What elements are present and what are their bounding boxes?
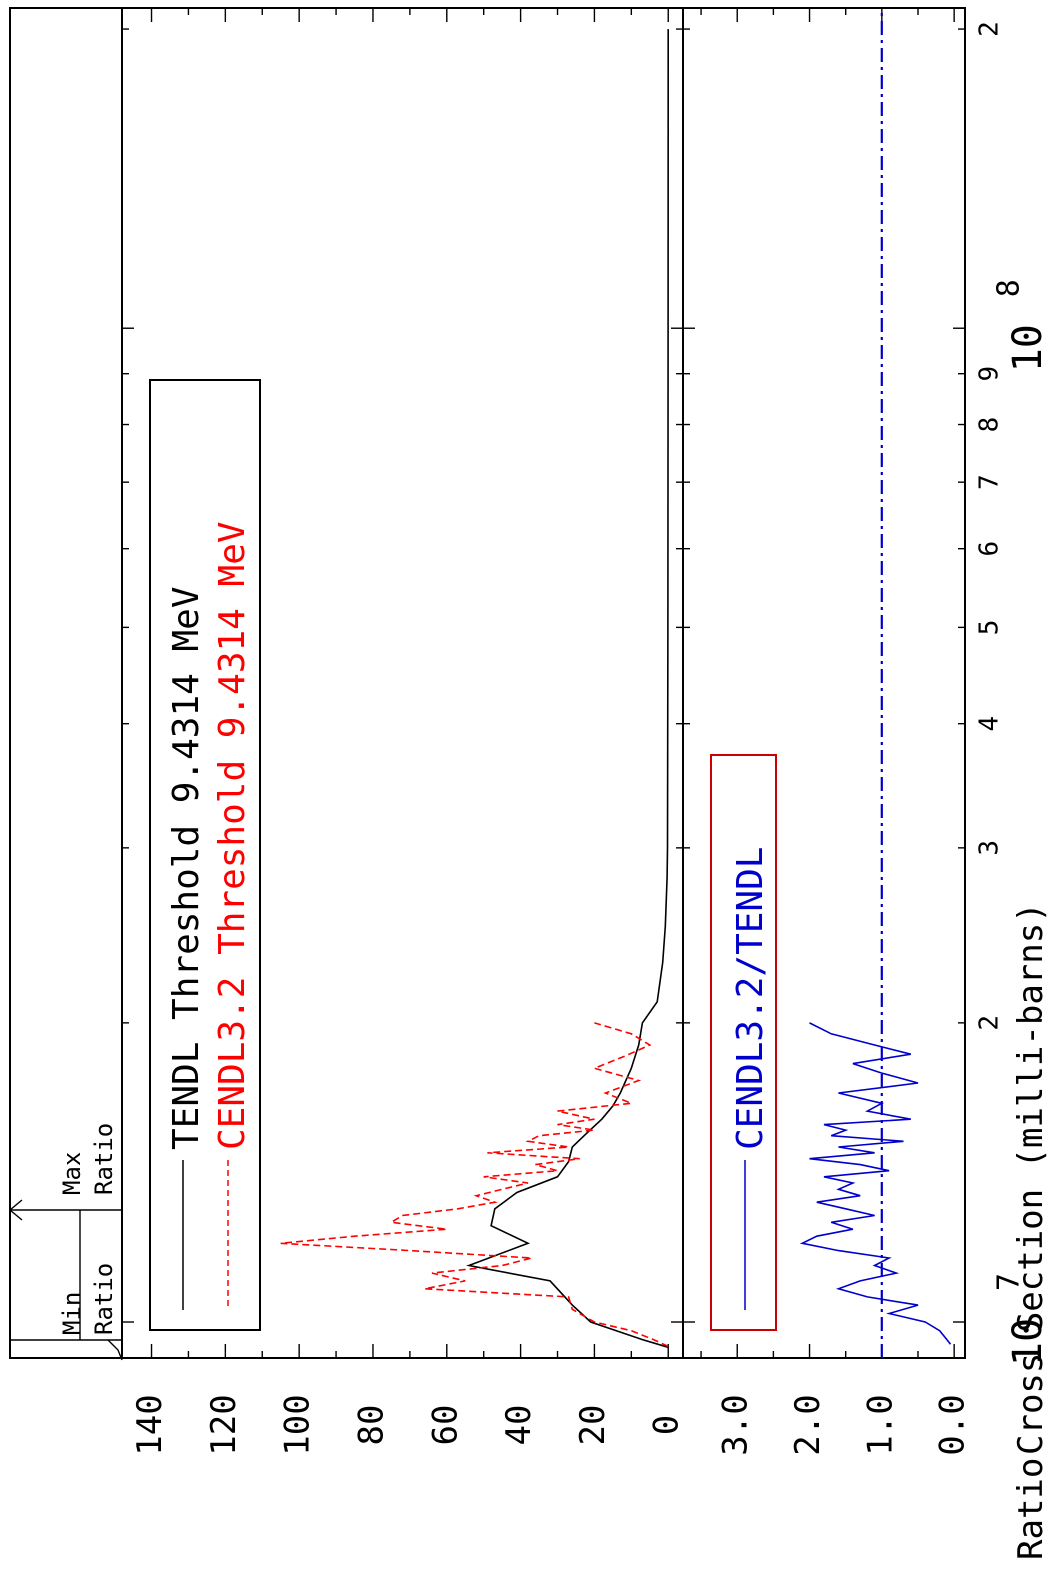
x-tick-label: 3 [975, 840, 1005, 856]
y-tick-label: 0 [647, 1415, 687, 1435]
ratio-axis-title: Ratio [1011, 1458, 1048, 1560]
max-ratio-text: Ratio [90, 1123, 118, 1195]
legend-label-tendl: TENDL Threshold 9.4314 MeV [166, 586, 207, 1150]
min-label: Min [58, 1292, 86, 1335]
x-tick-label: 10 [1005, 324, 1048, 372]
y-tick-label: 2.0 [788, 1394, 828, 1455]
plot-frame [121, 7, 966, 1359]
y-tick-label: 80 [351, 1405, 391, 1446]
y-tick-label: 120 [204, 1394, 244, 1455]
series [280, 8, 952, 1358]
y-tick-label: 100 [278, 1394, 318, 1455]
legend-box [149, 379, 261, 1331]
min-ratio-label: Min Ratio [58, 1263, 118, 1335]
y-tick-label: 60 [425, 1405, 465, 1446]
max-label: Max [58, 1152, 86, 1195]
series-line-tendl [465, 29, 670, 1349]
x-tick-label: 4 [975, 716, 1005, 732]
x-tick-label: 9 [975, 366, 1005, 382]
cross-section-axis-title: Cross Section (milli-barns) [1011, 902, 1048, 1455]
y-tick-label: 0.0 [933, 1394, 973, 1455]
x-tick-label: 2 [975, 21, 1005, 37]
y-tick-label: 20 [573, 1405, 613, 1446]
series-line-cendl [280, 1022, 669, 1348]
x-tick-label: 10 [1005, 1318, 1048, 1366]
max-ratio-label: Max Ratio [58, 1123, 118, 1195]
y-tick-label: 3.0 [716, 1394, 756, 1455]
x-tick-label: 2 [975, 1015, 1005, 1031]
x-tick-label: 8 [992, 279, 1027, 297]
x-tick-label: 6 [975, 541, 1005, 557]
x-tick-label: 8 [975, 417, 1005, 433]
min-arrow-icon [107, 1339, 123, 1361]
min-ratio-text: Ratio [90, 1263, 118, 1335]
x-tick-label: 5 [975, 620, 1005, 636]
y-tick-label: 40 [499, 1405, 539, 1446]
x-tick-label: 7 [992, 1273, 1027, 1291]
y-tick-label: 1.0 [860, 1394, 900, 1455]
ratio-legend-box [710, 754, 777, 1331]
legend-label-cendl: CENDL3.2 Threshold 9.4314 MeV [212, 521, 253, 1150]
legend-label-ratio: CENDL3.2/TENDL [730, 847, 771, 1150]
x-tick-label: 7 [975, 474, 1005, 490]
y-tick-label: 140 [130, 1394, 170, 1455]
series-line-ratio [799, 1022, 952, 1345]
max-arrow-icon [8, 1199, 23, 1221]
